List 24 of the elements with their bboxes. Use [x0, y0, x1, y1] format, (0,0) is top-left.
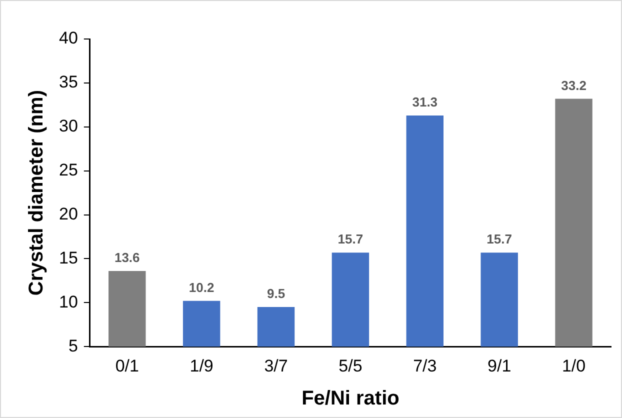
data-label: 13.6 [114, 250, 140, 266]
y-tick-label: 20 [58, 204, 78, 224]
data-label: 9.5 [266, 286, 286, 302]
data-label: 33.2 [561, 78, 586, 93]
y-tick-label: 30 [58, 116, 78, 136]
data-label: 10.2 [188, 280, 214, 295]
x-tick-label: 5/5 [338, 356, 362, 376]
y-tick-label: 15 [58, 248, 78, 268]
x-tick-label: 9/1 [488, 356, 512, 376]
data-label: 15.7 [338, 232, 364, 247]
x-axis-title: Fe/Ni ratio [302, 388, 400, 410]
y-tick-label: 5 [68, 336, 78, 356]
x-tick-label: 3/7 [264, 356, 288, 376]
y-axis-title: Crystal diameter (nm) [26, 90, 48, 296]
y-tick-label: 35 [58, 72, 78, 92]
x-tick-label: 1/9 [190, 356, 214, 376]
data-label: 31.3 [412, 94, 438, 110]
y-tick-label: 40 [58, 28, 78, 48]
x-tick-label: 1/0 [562, 356, 586, 376]
x-tick-label: 0/1 [115, 356, 139, 376]
x-tick-label: 7/3 [413, 356, 437, 376]
y-tick-label: 25 [58, 160, 78, 180]
data-label: 15.7 [486, 232, 512, 247]
y-tick-label: 10 [58, 292, 78, 312]
